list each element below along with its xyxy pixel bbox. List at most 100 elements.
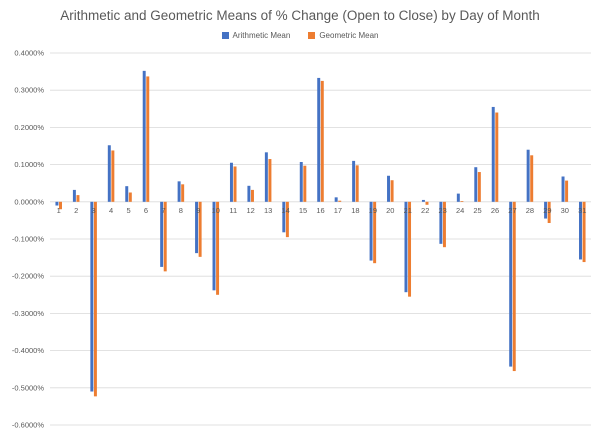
- legend: Arithmetic Mean Geometric Mean: [0, 31, 600, 40]
- y-tick-label: -0.6000%: [12, 421, 44, 430]
- bar-geometric-day-12: [250, 189, 254, 202]
- bar-arithmetic-day-25: [474, 167, 478, 202]
- x-tick-label: 7: [161, 206, 165, 215]
- y-tick-label: -0.4000%: [12, 346, 44, 355]
- bar-geometric-day-1: [59, 201, 62, 210]
- bar-arithmetic-day-10: [212, 201, 216, 291]
- bar-arithmetic-day-14: [282, 201, 286, 233]
- x-tick-label: 14: [281, 206, 289, 215]
- bar-geometric-day-4: [111, 150, 115, 202]
- bar-arithmetic-day-16: [317, 77, 321, 202]
- bar-arithmetic-day-5: [125, 186, 129, 202]
- x-tick-label: 5: [126, 206, 130, 215]
- bar-geometric-day-21: [408, 201, 412, 297]
- bar-arithmetic-day-4: [107, 145, 111, 202]
- legend-swatch-arithmetic: [221, 32, 229, 39]
- y-tick-label: -0.1000%: [12, 235, 44, 244]
- x-tick-label: 11: [229, 206, 237, 215]
- bar-arithmetic-day-6: [142, 70, 146, 202]
- x-tick-label: 12: [247, 206, 255, 215]
- x-tick-label: 6: [144, 206, 148, 215]
- bar-geometric-day-30: [565, 180, 569, 202]
- x-tick-label: 17: [334, 206, 342, 215]
- bar-arithmetic-day-12: [247, 185, 251, 202]
- bar-geometric-day-23: [442, 201, 446, 248]
- bar-geometric-day-27: [512, 201, 516, 372]
- bar-arithmetic-day-8: [177, 181, 181, 202]
- x-tick-label: 20: [386, 206, 394, 215]
- bar-arithmetic-day-9: [195, 201, 199, 254]
- x-tick-label: 9: [196, 206, 200, 215]
- bar-arithmetic-day-13: [264, 152, 268, 202]
- x-tick-label: 10: [212, 206, 220, 215]
- x-tick-label: 24: [456, 206, 464, 215]
- chart-title: Arithmetic and Geometric Means of % Chan…: [60, 8, 540, 23]
- bar-geometric-day-6: [146, 76, 150, 202]
- bar-arithmetic-day-18: [352, 160, 356, 202]
- bar-arithmetic-day-3: [90, 201, 94, 392]
- bar-geometric-day-8: [181, 184, 185, 202]
- bar-geometric-day-18: [355, 165, 359, 202]
- legend-entry-geometric: Geometric Mean: [308, 31, 378, 40]
- bar-geometric-day-31: [582, 201, 586, 263]
- bar-arithmetic-day-31: [579, 201, 582, 260]
- bar-arithmetic-day-19: [369, 201, 373, 261]
- legend-entry-arithmetic: Arithmetic Mean: [221, 31, 290, 40]
- bar-arithmetic-day-1: [55, 201, 59, 206]
- y-tick-label: -0.5000%: [12, 383, 44, 392]
- x-tick-label: 26: [491, 206, 499, 215]
- bar-geometric-day-3: [93, 201, 97, 397]
- bar-geometric-day-16: [320, 80, 324, 202]
- y-tick-label: -0.2000%: [12, 272, 44, 281]
- bar-geometric-day-20: [390, 180, 394, 202]
- bar-arithmetic-day-21: [404, 201, 408, 293]
- bar-geometric-day-14: [285, 201, 289, 238]
- bar-geometric-day-19: [373, 201, 377, 264]
- y-tick-label: -0.3000%: [12, 309, 44, 318]
- bar-geometric-day-9: [198, 201, 202, 257]
- x-tick-label: 21: [404, 206, 412, 215]
- x-tick-label: 18: [351, 206, 359, 215]
- x-tick-label: 23: [438, 206, 446, 215]
- bar-geometric-day-28: [530, 155, 534, 202]
- bar-arithmetic-day-29: [544, 201, 548, 219]
- bar-arithmetic-day-17: [334, 197, 338, 202]
- bar-geometric-day-10: [216, 201, 220, 295]
- x-tick-label: 27: [508, 206, 516, 215]
- bar-geometric-day-24: [460, 201, 464, 202]
- y-tick-label: 0.4000%: [14, 49, 44, 58]
- bar-arithmetic-day-27: [509, 201, 513, 367]
- x-tick-label: 25: [473, 206, 481, 215]
- bars: [55, 70, 586, 397]
- x-tick-label: 30: [561, 206, 569, 215]
- x-tick-label: 13: [264, 206, 272, 215]
- y-tick-label: 0.1000%: [14, 160, 44, 169]
- x-tick-label: 22: [421, 206, 429, 215]
- bar-arithmetic-day-23: [439, 201, 443, 244]
- bar-geometric-day-13: [268, 159, 272, 202]
- y-tick-label: 0.3000%: [14, 86, 44, 95]
- bar-arithmetic-day-2: [72, 189, 76, 202]
- bar-arithmetic-day-22: [421, 199, 425, 202]
- bar-arithmetic-day-20: [387, 175, 391, 202]
- bar-arithmetic-day-24: [456, 193, 460, 202]
- bar-geometric-day-7: [163, 201, 167, 272]
- x-tick-label: 19: [369, 206, 377, 215]
- legend-swatch-geometric: [308, 32, 316, 39]
- bar-arithmetic-day-11: [229, 162, 233, 202]
- legend-label-geometric: Geometric Mean: [319, 31, 379, 40]
- bar-geometric-day-15: [303, 165, 307, 202]
- x-tick-label: 2: [74, 206, 78, 215]
- x-tick-label: 1: [57, 206, 61, 215]
- bar-geometric-day-17: [338, 200, 342, 202]
- x-tick-label: 4: [109, 206, 113, 215]
- bar-arithmetic-day-15: [299, 161, 303, 202]
- bar-geometric-day-2: [76, 195, 80, 202]
- bar-arithmetic-day-28: [526, 149, 530, 202]
- bar-geometric-day-11: [233, 166, 237, 202]
- bar-geometric-day-25: [477, 172, 481, 202]
- bar-geometric-day-5: [128, 192, 132, 202]
- x-tick-label: 3: [92, 206, 96, 215]
